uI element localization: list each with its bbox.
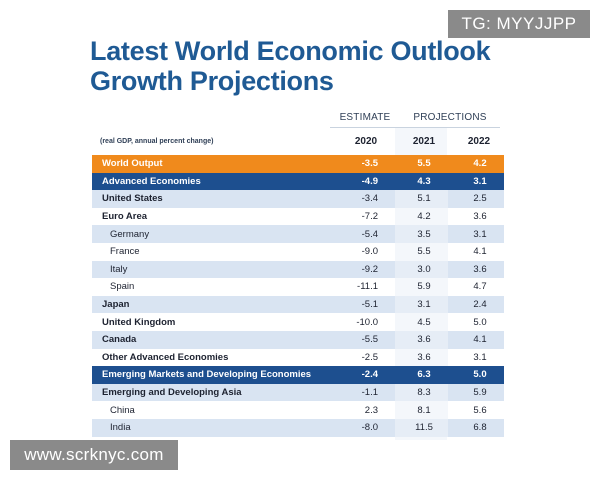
row-label: Euro Area (102, 211, 148, 223)
value-2020: -9.2 (361, 263, 378, 275)
value-2022: 3.6 (473, 211, 487, 223)
value-2022: 6.8 (473, 422, 487, 434)
row-label: United States (102, 193, 163, 205)
projections-header: PROJECTIONS (413, 112, 487, 123)
value-2022: 5.9 (473, 387, 487, 399)
table-row: Spain -11.1 5.9 4.7 (92, 278, 504, 296)
value-2020: -5.4 (361, 228, 378, 240)
value-2022: 4.2 (473, 158, 487, 170)
value-2022: 3.1 (473, 228, 487, 240)
table-row: Advanced Economies -4.9 4.3 3.1 (92, 172, 504, 191)
value-2022: 2.4 (473, 299, 487, 311)
header-divider (330, 127, 500, 128)
value-2020: -7.2 (361, 211, 378, 223)
value-2021: 8.3 (417, 387, 431, 399)
value-2020: -9.0 (361, 246, 378, 258)
row-label: Other Advanced Economies (102, 351, 229, 363)
row-label: China (110, 404, 135, 416)
value-2021: 6.3 (417, 369, 431, 381)
value-2020: -4.9 (361, 175, 378, 187)
row-label: Advanced Economies (102, 175, 201, 187)
value-2022: 5.6 (473, 404, 487, 416)
estimate-header: ESTIMATE (339, 112, 391, 123)
row-label: World Output (102, 158, 163, 170)
table-row: Other Advanced Economies -2.5 3.6 3.1 (92, 348, 504, 367)
value-2022: 4.7 (473, 281, 487, 293)
value-2020: 2.3 (364, 404, 378, 416)
year-2022-header: 2022 (467, 136, 491, 147)
value-2022: 3.6 (473, 263, 487, 275)
units-note: (real GDP, annual percent change) (100, 138, 214, 145)
value-2020: -2.5 (361, 351, 378, 363)
table-row: India -8.0 11.5 6.8 (92, 418, 504, 437)
value-2022: 4.1 (473, 246, 487, 258)
watermark-website: www.scrknyc.com (10, 440, 178, 470)
table-row: Euro Area -7.2 4.2 3.6 (92, 207, 504, 226)
table-row: United Kingdom -10.0 4.5 5.0 (92, 313, 504, 331)
value-2022: 5.0 (473, 369, 487, 381)
row-label: Emerging and Developing Asia (102, 387, 242, 399)
value-2020: -2.4 (361, 369, 378, 381)
table-row: Italy -9.2 3.0 3.6 (92, 260, 504, 279)
row-label: India (110, 422, 131, 434)
table-row: China 2.3 8.1 5.6 (92, 401, 504, 419)
value-2020: -3.5 (361, 158, 378, 170)
row-label: Germany (110, 228, 150, 240)
row-label: United Kingdom (102, 316, 176, 328)
projections-table: World Output -3.5 5.5 4.2 Advanced Econo… (92, 155, 504, 437)
value-2021: 4.5 (417, 316, 431, 328)
value-2021: 3.5 (417, 228, 431, 240)
table-row: World Output -3.5 5.5 4.2 (92, 155, 504, 173)
table-row: Emerging Markets and Developing Economie… (92, 366, 504, 384)
value-2021: 4.2 (417, 211, 431, 223)
value-2021: 8.1 (417, 404, 431, 416)
value-2022: 5.0 (473, 316, 487, 328)
value-2021: 11.5 (415, 422, 433, 434)
page-title: Latest World Economic Outlook Growth Pro… (90, 36, 530, 96)
table-row: France -9.0 5.5 4.1 (92, 242, 504, 261)
row-label: Spain (110, 281, 135, 293)
value-2022: 2.5 (473, 193, 487, 205)
row-label: Italy (110, 263, 128, 275)
year-2020-header: 2020 (354, 136, 378, 147)
value-2022: 3.1 (473, 175, 487, 187)
value-2020: -8.0 (361, 422, 378, 434)
table-row: United States -3.4 5.1 2.5 (92, 190, 504, 208)
table-row: Germany -5.4 3.5 3.1 (92, 225, 504, 243)
title-line-2: Growth Projections (90, 66, 334, 96)
value-2021: 4.3 (417, 175, 431, 187)
value-2021: 5.5 (417, 246, 431, 258)
value-2021: 3.1 (417, 299, 431, 311)
title-line-1: Latest World Economic Outlook (90, 36, 491, 66)
table-row: Emerging and Developing Asia -1.1 8.3 5.… (92, 383, 504, 402)
table-row: Canada -5.5 3.6 4.1 (92, 330, 504, 349)
watermark-telegram: TG: MYYJJPP (448, 10, 590, 38)
value-2020: -5.5 (361, 334, 378, 346)
value-2020: -5.1 (361, 299, 378, 311)
value-2020: -1.1 (361, 387, 378, 399)
row-label: Canada (102, 334, 137, 346)
value-2021: 3.6 (417, 351, 431, 363)
row-label: Japan (102, 299, 130, 311)
table-row: Japan -5.1 3.1 2.4 (92, 295, 504, 314)
value-2021: 3.0 (417, 263, 431, 275)
value-2020: -3.4 (361, 193, 378, 205)
value-2020: -11.1 (357, 281, 378, 293)
value-2021: 5.9 (417, 281, 431, 293)
value-2022: 4.1 (473, 334, 487, 346)
value-2020: -10.0 (356, 316, 378, 328)
year-2021-header: 2021 (412, 136, 436, 147)
row-label: Emerging Markets and Developing Economie… (102, 369, 312, 381)
value-2021: 3.6 (417, 334, 431, 346)
value-2021: 5.1 (417, 193, 431, 205)
value-2021: 5.5 (417, 158, 431, 170)
row-label: France (110, 246, 140, 258)
value-2022: 3.1 (473, 351, 487, 363)
